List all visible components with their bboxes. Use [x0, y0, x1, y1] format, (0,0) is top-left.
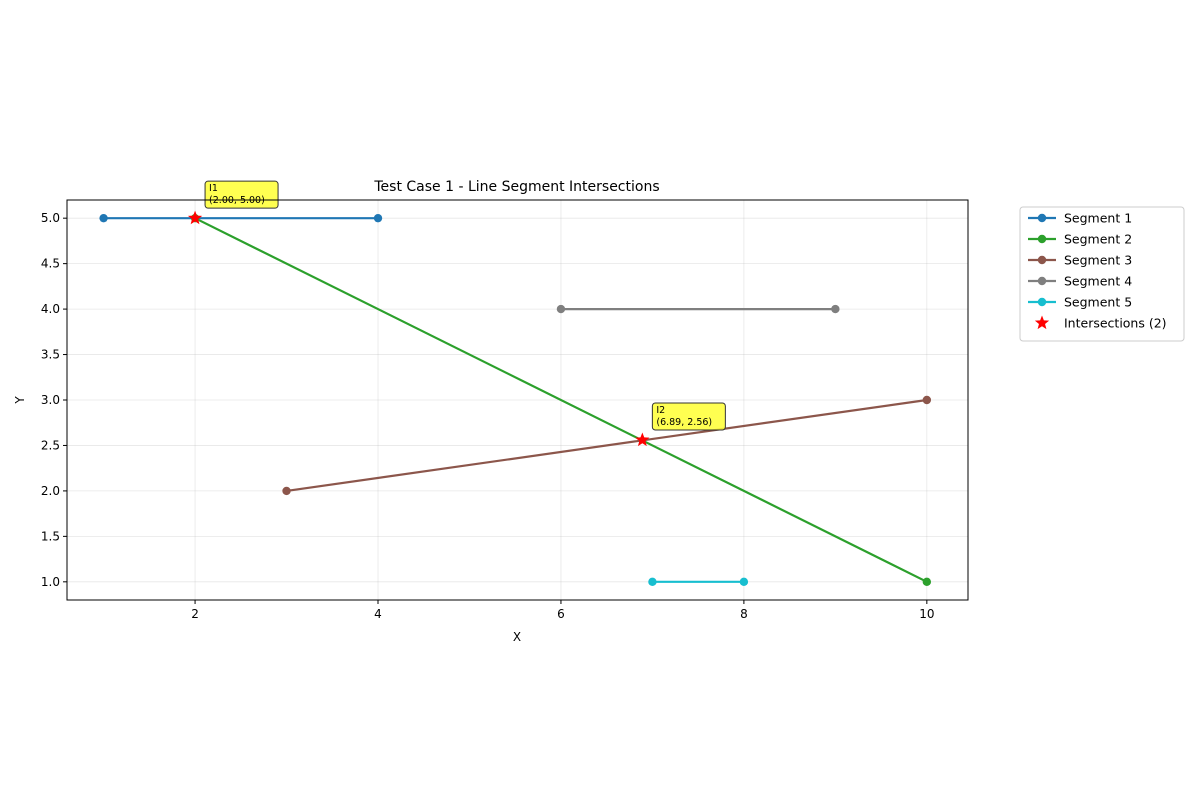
legend-label: Segment 3 [1064, 253, 1132, 268]
x-tick-label: 4 [374, 607, 382, 621]
intersection-marker [635, 432, 650, 447]
segment-endpoint [922, 577, 932, 587]
legend-label: Intersections (2) [1064, 316, 1167, 331]
segment-endpoint [739, 577, 749, 587]
segment-line [194, 217, 928, 583]
segment-4 [556, 304, 840, 314]
y-axis-label: Y [13, 396, 27, 405]
y-tick-label: 2.5 [41, 438, 60, 452]
intersection-marker [187, 210, 203, 225]
segment-endpoint [922, 395, 932, 405]
annotation-box [204, 180, 279, 209]
y-tick-label: 2.0 [41, 484, 60, 498]
legend: Segment 1 Segment 2 Segment 3 Segment 4 Segm… [1019, 206, 1185, 342]
segment-endpoint [373, 213, 383, 223]
segment-endpoint [831, 304, 840, 314]
segment-5 [648, 577, 749, 587]
legend-marker [1037, 297, 1047, 307]
legend-marker [1037, 255, 1047, 265]
legend-item: Segment 5 [1028, 295, 1132, 310]
intersection-annotation: I2(6.89, 2.56) [651, 402, 726, 431]
legend-item: Segment 3 [1028, 253, 1132, 268]
axes: 2 4 6 8 10 1.0 1.5 2.0 2.5 3.0 3.5 4.0 4.5 5.0 [41, 211, 935, 621]
intersection-layer: I1(2.00, 5.00) I2(6.89, 2.56) [187, 180, 726, 447]
annotation-id: I2 [656, 405, 665, 416]
legend-label: Segment 5 [1064, 295, 1132, 310]
x-tick-label: 2 [191, 607, 199, 621]
series-layer [99, 213, 932, 587]
legend-item: Intersections (2) [1034, 315, 1167, 331]
legend-marker [1037, 276, 1047, 286]
legend-marker [1037, 213, 1047, 223]
grid [67, 200, 968, 600]
x-tick-label: 6 [557, 607, 565, 621]
segment-endpoint [99, 213, 108, 223]
segment-endpoint [282, 486, 291, 496]
legend-item: Segment 1 [1028, 211, 1132, 226]
y-tick-label: 3.0 [41, 393, 60, 407]
x-axis-label: X [513, 630, 521, 644]
segment-3 [282, 395, 932, 496]
legend-label: Segment 1 [1064, 211, 1132, 226]
legend-star-icon [1034, 315, 1050, 330]
y-tick-label: 4.0 [41, 302, 60, 316]
annotation-id: I1 [209, 183, 218, 194]
x-tick-label: 10 [919, 607, 934, 621]
intersection-annotation: I1(2.00, 5.00) [204, 180, 279, 209]
annotation-box [651, 402, 726, 431]
segment-endpoint [556, 304, 566, 314]
segment-1 [99, 213, 383, 223]
y-tick-label: 1.5 [41, 529, 60, 543]
y-tick-label: 4.5 [41, 257, 60, 271]
y-tick-label: 3.5 [41, 348, 60, 362]
segment-endpoint [648, 577, 657, 587]
y-tick-label: 1.0 [41, 575, 60, 589]
legend-frame [1019, 206, 1185, 342]
chart-title: Test Case 1 - Line Segment Intersections [373, 179, 659, 195]
legend-label: Segment 4 [1064, 274, 1132, 289]
legend-marker [1037, 234, 1047, 244]
segment-line [286, 398, 927, 492]
x-tick-label: 8 [740, 607, 748, 621]
legend-item: Segment 2 [1028, 232, 1132, 247]
annotation-coords: (6.89, 2.56) [656, 417, 712, 428]
legend-label: Segment 2 [1064, 232, 1132, 247]
y-tick-label: 5.0 [41, 211, 60, 225]
annotation-coords: (2.00, 5.00) [209, 195, 265, 206]
legend-item: Segment 4 [1028, 274, 1132, 289]
